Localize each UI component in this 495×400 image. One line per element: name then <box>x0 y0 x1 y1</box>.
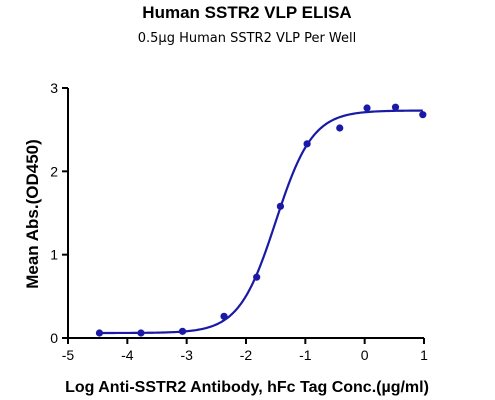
data-point <box>336 124 344 132</box>
data-point <box>137 329 145 337</box>
data-point <box>95 329 104 337</box>
data-point <box>363 104 371 112</box>
chart-subtitle: 0.5µg Human SSTR2 VLP Per Well <box>138 31 357 46</box>
data-point <box>303 140 311 148</box>
data-point <box>253 273 261 281</box>
x-tick-label: -2 <box>240 347 253 363</box>
y-tick-label: 1 <box>50 247 58 263</box>
y-axis-label: Mean Abs.(OD450) <box>23 139 42 289</box>
x-tick-label: -5 <box>62 347 75 363</box>
x-tick-label: -1 <box>299 347 312 363</box>
y-tick-label: 2 <box>50 163 58 179</box>
y-tick-label: 3 <box>50 80 58 96</box>
fit-curve <box>99 109 423 335</box>
data-point <box>419 111 427 119</box>
data-point <box>391 103 400 111</box>
chart-title: Human SSTR2 VLP ELISA <box>142 3 351 22</box>
data-point <box>220 312 228 320</box>
x-tick-label: 1 <box>420 347 428 363</box>
x-axis-label: Log Anti-SSTR2 Antibody, hFc Tag Conc.(µ… <box>65 379 429 396</box>
x-tick-label: -3 <box>180 347 193 363</box>
x-tick-label: 0 <box>361 347 369 363</box>
data-point <box>178 327 187 335</box>
axes: 0 1 2 3 -5 -4 -3 -2 -1 0 1 <box>50 80 428 363</box>
data-point <box>276 202 285 210</box>
x-tick-label: -4 <box>121 347 134 363</box>
y-tick-label: 0 <box>50 330 58 346</box>
data-points-layer <box>95 103 427 337</box>
fit-curve-layer <box>99 109 423 335</box>
